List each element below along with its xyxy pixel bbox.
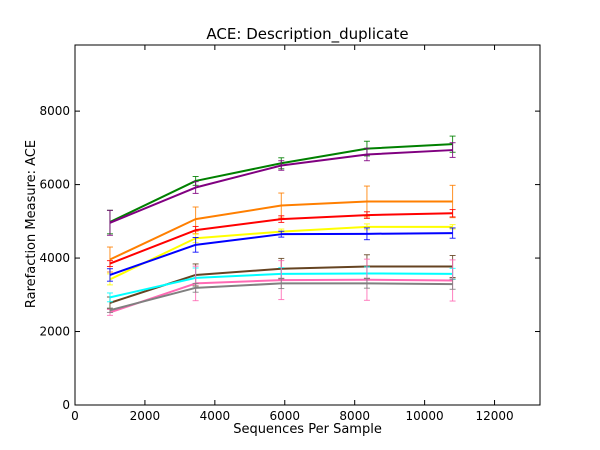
- x-tick-label: 10000: [406, 409, 444, 423]
- x-tick-label: 0: [71, 409, 79, 423]
- plot-area: 0 2000 4000 6000 8000 10000 12000 0 2000 4000 6000…: [39, 44, 541, 423]
- x-tick-label: 12000: [475, 409, 513, 423]
- x-axis-label: Sequences Per Sample: [233, 422, 382, 437]
- y-tick-label: 0: [62, 398, 70, 412]
- y-tick-label: 4000: [39, 251, 70, 265]
- y-tick-label: 6000: [39, 178, 70, 192]
- chart-title: ACE: Description_duplicate: [206, 25, 408, 44]
- y-axis-label: Rarefaction Measure: ACE: [24, 140, 39, 308]
- x-tick-label: 6000: [270, 409, 301, 423]
- y-tick-label: 2000: [39, 325, 70, 339]
- plot-frame: [74, 44, 541, 406]
- series-group: [106, 227, 456, 282]
- series-group: [106, 277, 456, 313]
- x-tick-label: 2000: [130, 409, 161, 423]
- x-tick-label: 4000: [200, 409, 231, 423]
- x-tick-label: 8000: [339, 409, 370, 423]
- series-group: [106, 209, 456, 268]
- y-tick-label: 8000: [39, 104, 70, 118]
- series-group: [106, 142, 456, 236]
